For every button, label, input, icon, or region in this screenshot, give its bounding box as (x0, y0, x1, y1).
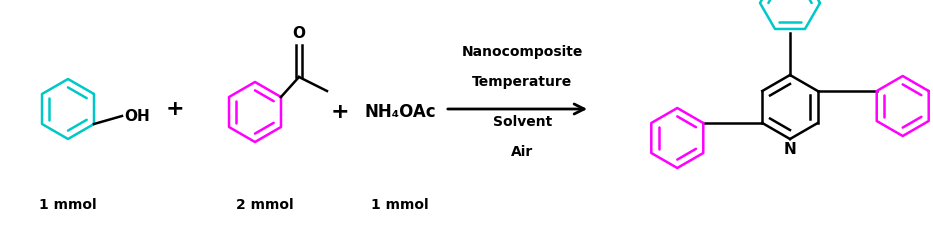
Text: +: + (166, 99, 185, 119)
Text: NH₄OAc: NH₄OAc (364, 103, 436, 121)
Text: 2 mmol: 2 mmol (236, 198, 294, 212)
Text: +: + (330, 102, 349, 122)
Text: O: O (292, 26, 305, 41)
Text: Temperature: Temperature (472, 75, 573, 89)
Text: N: N (784, 142, 797, 157)
Text: 1 mmol: 1 mmol (39, 198, 97, 212)
Text: OH: OH (124, 109, 149, 123)
Text: 1 mmol: 1 mmol (371, 198, 429, 212)
Text: Solvent: Solvent (493, 115, 552, 129)
Text: Nanocomposite: Nanocomposite (462, 45, 583, 59)
Text: Air: Air (511, 145, 534, 159)
